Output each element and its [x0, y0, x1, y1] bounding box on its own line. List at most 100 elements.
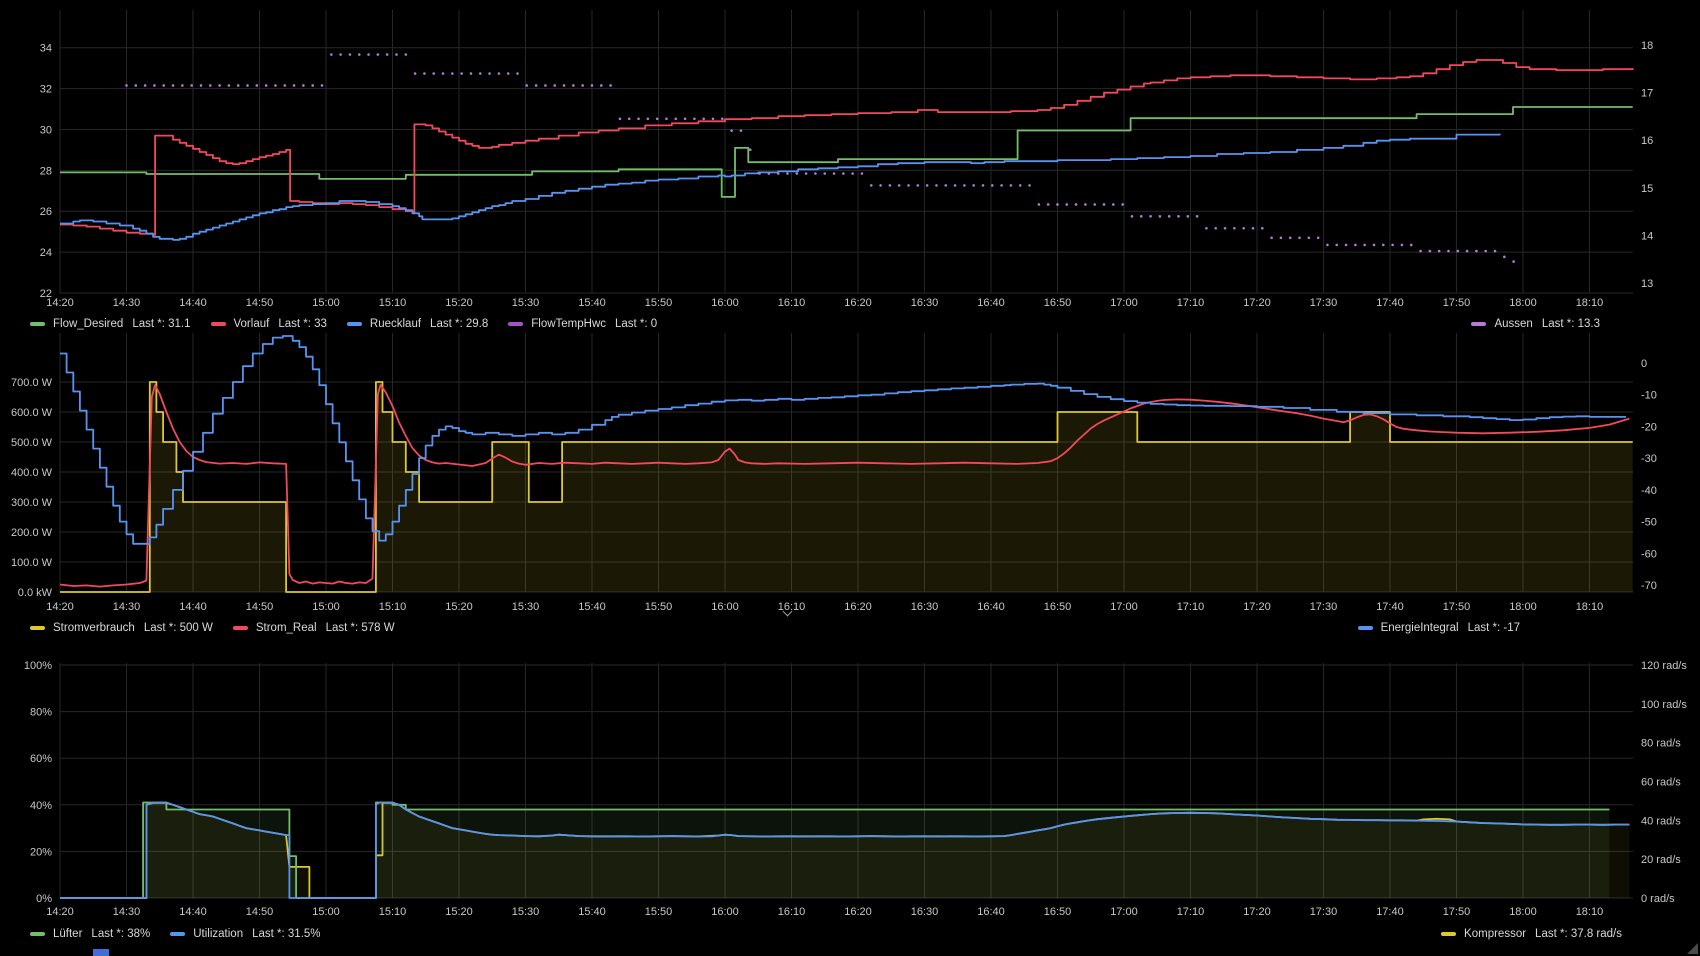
legend-series-name[interactable]: Vorlauf [233, 317, 270, 330]
series-dot-Aussen [534, 84, 538, 87]
x-axis-tick-label: 14:40 [179, 906, 207, 918]
series-dot-Aussen [330, 53, 333, 56]
series-dot-Aussen [637, 117, 640, 121]
legend-series-color-icon [508, 321, 524, 326]
y-axis-left-tick-label: 28 [40, 165, 52, 177]
series-dot-Aussen [925, 184, 929, 187]
legend-item-Kompressor[interactable]: Kompressor Last *: 37.8 rad/s [1441, 928, 1622, 940]
series-dot-Aussen [1112, 203, 1115, 206]
legend-series-name[interactable]: Utilization [193, 927, 244, 940]
series-dot-Aussen [1102, 203, 1106, 206]
series-dot-Aussen [153, 84, 156, 87]
x-axis-tick-label: 15:00 [312, 601, 340, 613]
legend-row: Lüfter Last *: 38% Utilization Last *: 31.5… [30, 926, 341, 941]
series-dot-Aussen [1437, 249, 1441, 253]
series-dot-Aussen [1447, 249, 1450, 253]
y-axis-left-tick-label: 200.0 W [11, 527, 53, 539]
legend-item-Ruecklauf[interactable]: Ruecklauf Last *: 29.8 [346, 317, 488, 330]
x-axis-tick-label: 18:00 [1509, 297, 1537, 309]
legend-item-FlowTempHwc[interactable]: FlowTempHwc Last *: 0 [508, 318, 657, 330]
y-axis-left-tick-label: 700.0 W [11, 377, 53, 389]
x-axis-tick-label: 14:40 [179, 297, 207, 309]
legend-series-name[interactable]: Stromverbrauch [53, 621, 135, 634]
series-dot-Aussen [451, 72, 454, 75]
x-axis-tick-label: 15:10 [379, 601, 407, 613]
series-dot-Aussen [1279, 236, 1283, 240]
series-dot-Aussen [385, 53, 389, 56]
y-axis-right-tick-label: 14 [1641, 230, 1653, 242]
x-axis-tick-label: 17:30 [1310, 297, 1338, 309]
legend-item-Utilization[interactable]: Utilization Last *: 31.5% [170, 927, 321, 940]
series-dot-Aussen [1419, 249, 1422, 253]
legend-item-Strom_Real[interactable]: Strom_Real Last *: 578 W [232, 621, 395, 634]
series-dot-Aussen [1233, 226, 1236, 230]
series-dot-Aussen [916, 184, 920, 187]
series-dot-Aussen [227, 84, 231, 87]
series-dot-Aussen [404, 53, 408, 56]
series-dot-Aussen [413, 72, 417, 75]
legend-item-Vorlauf[interactable]: Vorlauf Last *: 33 [210, 317, 327, 330]
series-dot-Aussen [860, 172, 864, 175]
legend-item-Aussen[interactable]: Aussen Last *: 13.3 [1471, 318, 1600, 330]
series-dot-Aussen [497, 72, 501, 75]
legend-item-Stromverbrauch[interactable]: Stromverbrauch Last *: 500 W [30, 622, 213, 634]
series-dot-Aussen [739, 129, 743, 132]
y-axis-left-tick-label: 40% [30, 800, 52, 812]
legend-series-last-value: Last *: -17 [1467, 621, 1520, 634]
series-dot-Aussen [274, 84, 277, 87]
y-axis-left-tick-label: 34 [40, 43, 52, 55]
series-dot-Aussen [1512, 260, 1515, 263]
panel-resize-handle-icon[interactable] [1687, 943, 1698, 954]
series-dot-Aussen [1158, 215, 1162, 218]
legend-series-name[interactable]: Kompressor [1464, 927, 1527, 940]
y-axis-right-tick-label: 120 rad/s [1641, 660, 1687, 672]
y-axis-right-tick-label: 100 rad/s [1641, 699, 1687, 711]
legend-series-name[interactable]: Aussen [1494, 317, 1533, 330]
series-dot-Aussen [460, 72, 463, 75]
series-dot-Aussen [125, 84, 128, 87]
y-axis-left-tick-label: 60% [30, 753, 52, 765]
x-axis-tick-label: 16:30 [911, 297, 939, 309]
x-axis-tick-label: 17:40 [1376, 297, 1404, 309]
legend-series-name[interactable]: Lüfter [53, 927, 83, 940]
series-dot-Aussen [143, 84, 147, 87]
series-dot-Aussen [506, 72, 510, 75]
legend-series-name[interactable]: FlowTempHwc [531, 317, 606, 330]
series-dot-Aussen [218, 84, 221, 87]
legend-series-name[interactable]: Strom_Real [255, 621, 317, 634]
x-axis-tick-label: 17:00 [1110, 601, 1138, 613]
series-dot-Aussen [134, 84, 138, 87]
y-axis-right-tick-label: 17 [1641, 88, 1653, 100]
x-axis-tick-label: 17:10 [1177, 601, 1205, 613]
legend-series-name[interactable]: Ruecklauf [369, 317, 422, 330]
series-dot-Aussen [311, 84, 314, 87]
series-dot-Aussen [1456, 249, 1460, 253]
x-axis-tick-label: 17:40 [1376, 601, 1404, 613]
legend-item-EnergieIntegral[interactable]: EnergieIntegral Last *: -17 [1357, 621, 1520, 634]
series-dot-Aussen [786, 172, 789, 175]
legend-series-color-icon [1471, 321, 1487, 326]
series-fill-Lüfter [60, 802, 1610, 898]
legend-item-Lüfter[interactable]: Lüfter Last *: 38% [30, 928, 150, 940]
series-dot-Aussen [1363, 243, 1366, 247]
legend-item-Flow_Desired[interactable]: Flow_Desired Last *: 31.1 [30, 318, 191, 330]
x-axis-tick-label: 17:30 [1310, 906, 1338, 918]
series-dot-Aussen [236, 84, 240, 87]
x-axis-tick-label: 16:50 [1044, 601, 1072, 613]
legend-series-name[interactable]: Flow_Desired [53, 317, 124, 330]
series-dot-Aussen [1260, 226, 1264, 230]
series-dot-Aussen [478, 72, 482, 75]
chevron-down-icon[interactable] [783, 607, 792, 616]
series-dot-Aussen [711, 117, 715, 121]
series-dot-Aussen [246, 84, 249, 87]
legend-series-name[interactable]: EnergieIntegral [1380, 621, 1459, 634]
series-dot-Aussen [302, 84, 305, 87]
x-axis-tick-label: 18:10 [1576, 297, 1604, 309]
legend-series-last-value: Last *: 31.5% [252, 927, 321, 940]
legend-series-last-value: Last *: 0 [615, 317, 658, 330]
series-dot-Aussen [1121, 203, 1124, 206]
series-dot-Aussen [367, 53, 370, 56]
series-dot-Aussen [851, 172, 854, 175]
